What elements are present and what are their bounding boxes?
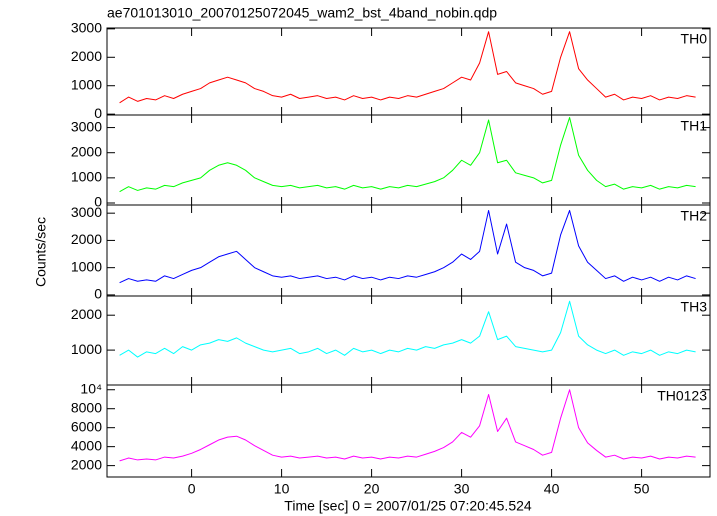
y-tick-label: 1000 — [71, 169, 102, 185]
y-tick-label: 0 — [94, 105, 102, 121]
y-tick-label: 2000 — [71, 48, 102, 64]
y-tick-label: 1000 — [71, 341, 102, 357]
x-tick-label: 50 — [634, 481, 650, 497]
x-tick-label: 20 — [364, 481, 380, 497]
series-label: TH0 — [681, 31, 708, 47]
y-tick-label: 6000 — [71, 418, 102, 434]
y-tick-label: 8000 — [71, 399, 102, 415]
y-tick-label: 2000 — [71, 306, 102, 322]
y-tick-label: 0 — [94, 286, 102, 302]
x-tick-label: 30 — [454, 481, 470, 497]
y-tick-label: 3000 — [71, 204, 102, 220]
y-tick-label: 2000 — [71, 456, 102, 472]
panel-frame — [106, 27, 711, 116]
panel-frame — [106, 204, 711, 297]
y-tick-label: 0 — [94, 194, 102, 210]
data-line — [119, 389, 696, 462]
y-tick-label: 2000 — [71, 231, 102, 247]
data-line — [119, 31, 696, 104]
chart-title: ae701013010_20070125072045_wam2_bst_4ban… — [107, 5, 497, 21]
data-line — [119, 300, 696, 358]
panel-frame — [106, 384, 711, 478]
y-axis-label: Counts/sec — [33, 217, 49, 287]
x-tick-label: 40 — [544, 481, 560, 497]
panel-frame — [106, 295, 711, 386]
x-tick-label: 10 — [274, 481, 290, 497]
y-tick-label: 1000 — [71, 258, 102, 274]
data-line — [119, 209, 696, 284]
series-label: TH3 — [681, 299, 708, 315]
x-axis-label: Time [sec] 0 = 2007/01/25 07:20:45.524 — [284, 498, 532, 514]
data-line — [119, 117, 696, 193]
y-tick-label: 4000 — [71, 437, 102, 453]
y-tick-label: 2000 — [71, 143, 102, 159]
series-label: TH0123 — [657, 388, 707, 404]
y-tick-label: 3000 — [71, 20, 102, 36]
y-tick-label: 3000 — [71, 118, 102, 134]
y-tick-label: 10⁴ — [80, 380, 102, 396]
series-label: TH2 — [681, 208, 708, 224]
panel-frame — [106, 114, 711, 206]
y-tick-label: 1000 — [71, 76, 102, 92]
series-label: TH1 — [681, 118, 708, 134]
x-tick-label: 0 — [188, 481, 196, 497]
